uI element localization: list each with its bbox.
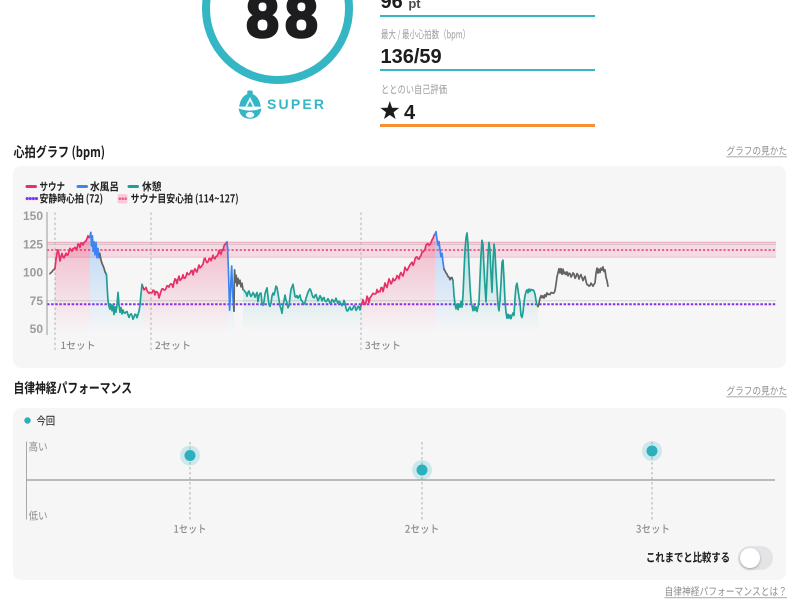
svg-text:100: 100	[23, 266, 43, 280]
svg-text:50: 50	[30, 322, 44, 336]
svg-text:150: 150	[23, 209, 43, 223]
svg-text:125: 125	[23, 237, 43, 251]
svg-text:75: 75	[30, 294, 44, 308]
